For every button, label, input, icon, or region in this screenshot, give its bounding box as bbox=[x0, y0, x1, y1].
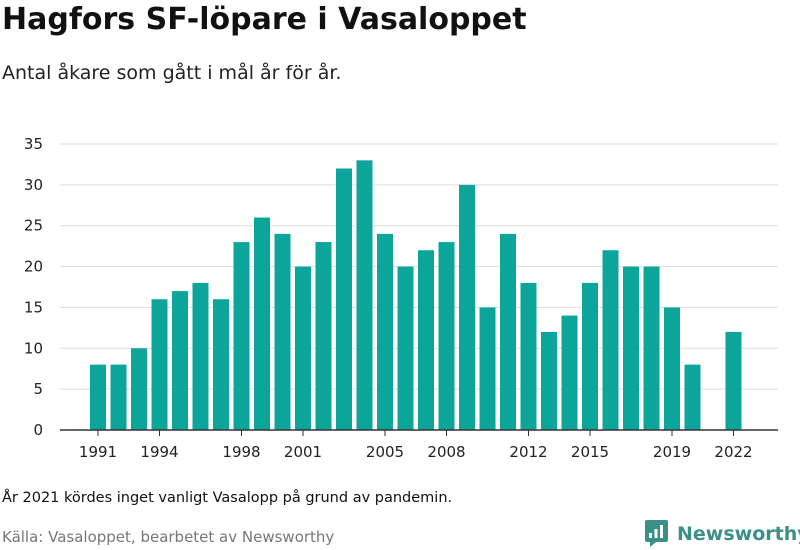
bar-2022 bbox=[725, 331, 742, 430]
x-tick-label: 1998 bbox=[222, 443, 260, 461]
bar-1995 bbox=[172, 291, 188, 430]
bar-2010 bbox=[479, 307, 496, 430]
y-tick-label: 25 bbox=[24, 217, 43, 235]
newsworthy-logo-icon bbox=[645, 520, 668, 547]
bar-2014 bbox=[561, 315, 578, 430]
y-tick-label: 10 bbox=[24, 339, 43, 357]
x-tick-label: 2001 bbox=[284, 443, 322, 461]
y-tick-label: 0 bbox=[33, 421, 43, 439]
y-tick-label: 30 bbox=[24, 176, 43, 194]
x-tick-label: 2012 bbox=[509, 443, 547, 461]
x-tick-label: 2022 bbox=[714, 443, 752, 461]
bar-2016 bbox=[602, 250, 619, 430]
bar-1996 bbox=[192, 282, 209, 430]
bar-2017 bbox=[623, 266, 639, 430]
bar-2005 bbox=[377, 233, 393, 430]
brand-name: Newsworthy bbox=[677, 522, 800, 545]
bar-2009 bbox=[459, 184, 475, 430]
bar-chart: 0 5 10 15 20 25 30 35 1991 1994 1998 2001 2005 2008 2… bbox=[24, 135, 778, 461]
bar-2011 bbox=[500, 233, 516, 430]
chart-subtitle: Antal åkare som gått i mål år för år. bbox=[2, 62, 342, 84]
x-tick-label: 1991 bbox=[79, 443, 117, 461]
bar-1997 bbox=[213, 299, 229, 430]
bar-1994 bbox=[151, 299, 168, 430]
chart-title: Hagfors SF-löpare i Vasaloppet bbox=[2, 2, 527, 37]
footnote: År 2021 kördes inget vanligt Vasalopp på… bbox=[2, 490, 453, 506]
bar-2006 bbox=[397, 266, 414, 430]
x-tick-label: 2008 bbox=[427, 443, 465, 461]
x-tick-label: 1994 bbox=[140, 443, 178, 461]
bar-2002 bbox=[315, 242, 332, 430]
bar-2008 bbox=[438, 242, 455, 430]
bar-2020 bbox=[684, 364, 701, 430]
bars bbox=[90, 160, 742, 430]
y-tick-label: 35 bbox=[24, 135, 43, 153]
x-tick-label: 2005 bbox=[366, 443, 404, 461]
bar-2015 bbox=[582, 282, 598, 430]
bar-2012 bbox=[520, 282, 537, 430]
bar-2001 bbox=[295, 266, 311, 430]
y-tick-label: 20 bbox=[24, 258, 43, 276]
bar-2013 bbox=[541, 331, 557, 430]
bar-2019 bbox=[664, 307, 680, 430]
brand-logo[interactable]: Newsworthy bbox=[644, 519, 800, 548]
bar-2003 bbox=[336, 168, 352, 430]
x-axis-ticks: 1991 1994 1998 2001 2005 2008 2012 2015 2019 2022 bbox=[79, 430, 753, 461]
y-axis-ticks: 0 5 10 15 20 25 30 35 bbox=[24, 135, 43, 439]
bar-2004 bbox=[356, 160, 373, 430]
bar-2000 bbox=[274, 233, 291, 430]
bar-1998 bbox=[233, 242, 250, 430]
bar-2018 bbox=[643, 266, 660, 430]
source-note: Källa: Vasaloppet, bearbetet av Newswort… bbox=[2, 528, 335, 546]
bar-1999 bbox=[254, 217, 270, 430]
x-tick-label: 2015 bbox=[571, 443, 609, 461]
x-tick-label: 2019 bbox=[653, 443, 691, 461]
bar-1993 bbox=[131, 348, 147, 430]
bar-1992 bbox=[110, 364, 127, 430]
bar-2007 bbox=[418, 250, 434, 430]
y-tick-label: 5 bbox=[33, 380, 43, 398]
bar-1991 bbox=[90, 364, 106, 430]
y-tick-label: 15 bbox=[24, 298, 43, 316]
